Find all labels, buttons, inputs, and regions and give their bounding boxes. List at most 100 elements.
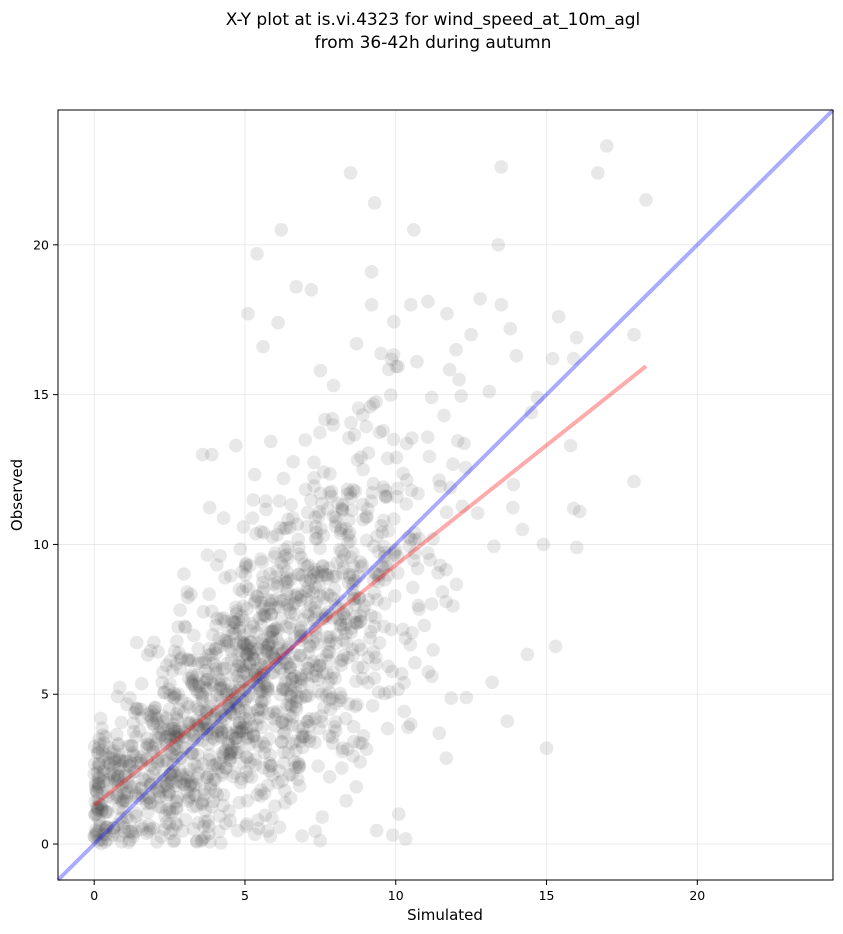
data-point — [156, 754, 170, 768]
data-point — [170, 713, 184, 727]
data-point — [110, 727, 124, 742]
data-point — [116, 804, 131, 818]
data-point — [355, 558, 370, 572]
data-point — [148, 762, 162, 776]
data-point — [243, 756, 258, 770]
data-point — [167, 691, 182, 705]
data-point — [292, 567, 307, 582]
data-point — [256, 761, 271, 775]
data-point — [91, 824, 105, 839]
data-point — [254, 524, 268, 539]
data-point — [195, 687, 209, 702]
data-point — [291, 567, 305, 582]
data-point — [190, 759, 204, 774]
data-point — [114, 715, 129, 730]
data-point — [184, 746, 198, 760]
data-point — [256, 339, 270, 354]
data-point — [361, 592, 376, 607]
data-point — [182, 717, 196, 732]
data-point — [218, 816, 233, 831]
data-point — [316, 465, 331, 479]
data-point — [381, 362, 396, 377]
data-point — [239, 558, 253, 572]
data-point — [116, 754, 131, 769]
data-point — [255, 720, 269, 735]
data-point — [122, 758, 136, 773]
data-point — [201, 814, 215, 828]
data-point — [210, 688, 224, 702]
data-point — [276, 726, 291, 741]
data-point — [222, 694, 237, 708]
data-point — [402, 530, 416, 544]
data-point — [117, 786, 132, 801]
data-point — [173, 729, 187, 744]
data-point — [334, 617, 348, 632]
data-point — [263, 759, 278, 773]
data-point — [88, 808, 102, 822]
data-point — [221, 623, 236, 637]
data-point — [106, 821, 121, 835]
data-point — [219, 761, 233, 775]
data-point — [285, 672, 300, 686]
data-point — [88, 778, 103, 793]
data-point — [165, 664, 180, 678]
data-point — [144, 709, 158, 724]
data-point — [185, 667, 199, 682]
data-point — [87, 739, 102, 754]
data-point — [226, 769, 241, 784]
data-point — [92, 732, 106, 746]
data-point — [315, 810, 330, 824]
data-point — [259, 660, 273, 674]
data-point — [282, 697, 296, 711]
data-point — [256, 637, 270, 652]
data-point — [336, 561, 351, 575]
data-point — [177, 725, 192, 739]
data-point — [308, 562, 322, 577]
data-point — [291, 719, 306, 734]
data-point — [110, 790, 124, 804]
data-point — [280, 564, 294, 579]
data-point — [248, 594, 263, 608]
data-point — [143, 778, 158, 793]
data-point — [253, 670, 267, 685]
data-point — [166, 739, 180, 753]
data-point — [235, 584, 250, 599]
data-point — [192, 718, 206, 732]
data-point — [172, 702, 186, 716]
x-axis-label: Simulated — [407, 906, 483, 924]
data-point — [391, 566, 405, 580]
data-point — [151, 645, 165, 659]
data-point — [351, 401, 366, 416]
data-point — [334, 521, 349, 536]
data-point — [189, 713, 204, 728]
data-point — [263, 829, 278, 844]
data-point — [306, 634, 321, 649]
data-point — [162, 787, 176, 802]
data-point — [139, 740, 154, 755]
data-point — [118, 754, 133, 768]
data-point — [288, 760, 303, 775]
data-point — [314, 521, 328, 536]
data-point — [98, 823, 112, 838]
data-point — [240, 641, 254, 656]
data-point — [134, 676, 149, 691]
data-point — [335, 553, 349, 568]
data-point — [265, 646, 279, 660]
data-point — [101, 772, 115, 787]
data-point — [91, 746, 105, 760]
data-point — [369, 657, 383, 672]
data-point — [378, 489, 393, 503]
data-point — [125, 826, 140, 840]
data-point — [187, 628, 201, 643]
data-point — [325, 691, 340, 706]
data-point — [297, 557, 312, 572]
data-point — [221, 735, 236, 749]
data-point — [319, 648, 334, 663]
data-point — [135, 788, 150, 803]
data-point — [408, 656, 422, 670]
data-point — [315, 565, 329, 579]
data-point — [286, 710, 300, 724]
data-point — [242, 680, 257, 695]
data-point — [91, 802, 106, 817]
data-point — [133, 781, 147, 796]
